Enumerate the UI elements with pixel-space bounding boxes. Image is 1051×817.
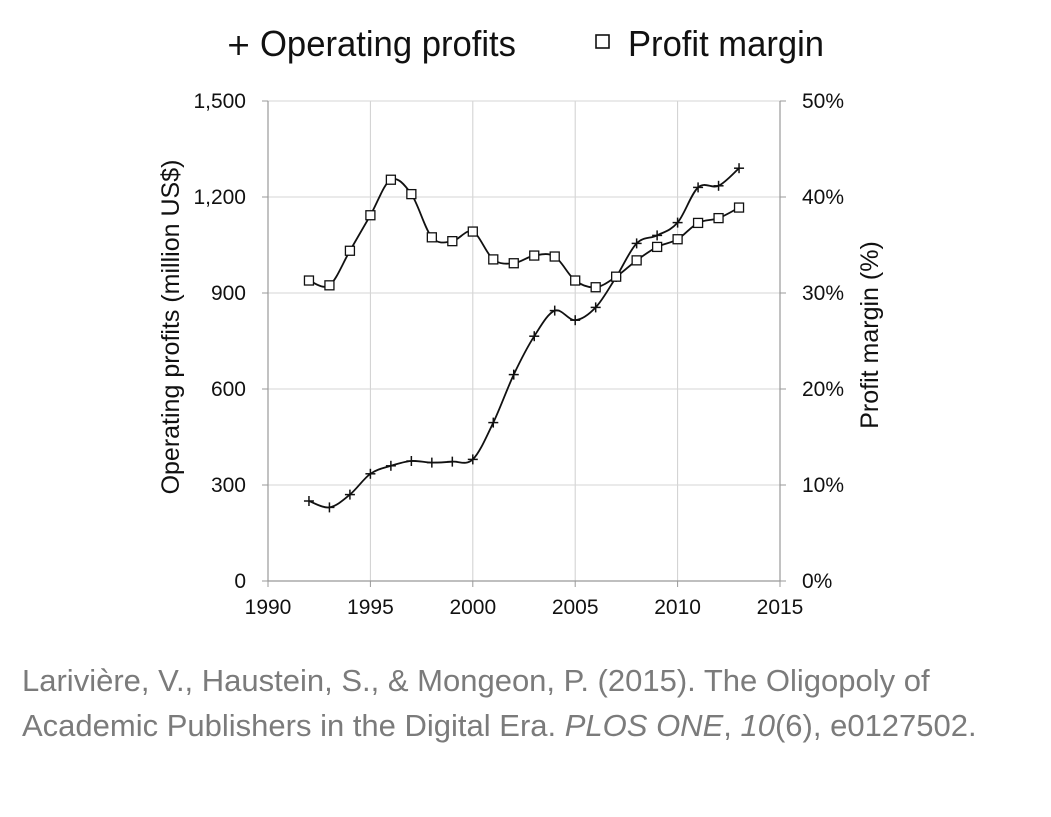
x-tick-label-1995: 1995: [347, 596, 394, 619]
left-tick-label-2: 600: [211, 378, 246, 401]
series-line-profit-margin: [308, 178, 740, 289]
operating-profits-point-1992: [303, 496, 314, 506]
operating-profits-point-2010: [672, 217, 683, 228]
left-axis-title: Operating profits (million US$): [157, 160, 185, 495]
left-tick-label-1: 300: [211, 474, 246, 497]
x-axis-ticks: 1990 1995 2000 2005 2010 2015: [245, 581, 804, 619]
operating-profits-point-2000: [467, 454, 478, 465]
profit-margin-point-1995: [365, 210, 376, 221]
profit-margin-point-2003: [529, 250, 540, 261]
right-axis-title: Profit margin (%): [856, 241, 884, 429]
profit-margin-point-1996: [385, 174, 397, 185]
left-y-axis-ticks: 0 300 600 900 1,200 1,500: [193, 90, 268, 593]
profit-margin-point-1994: [344, 245, 356, 256]
profit-margin-point-2012: [713, 212, 724, 224]
profit-margin-point-1998: [426, 232, 437, 243]
x-tick-label-2000: 2000: [449, 596, 496, 619]
x-tick-label-2005: 2005: [552, 596, 599, 619]
operating-profits-point-1999: [447, 456, 458, 467]
citation-journal: PLOS ONE: [564, 708, 724, 743]
right-tick-label-2: 20%: [802, 378, 844, 401]
profit-margin-point-2009: [651, 241, 663, 253]
citation-authors: Larivière, V., Haustein, S., & Mongeon, …: [22, 663, 930, 743]
legend: + Operating profits Profit margin: [226, 23, 824, 64]
legend-profit-margin: Profit margin: [628, 23, 824, 64]
left-tick-label-5: 1,500: [193, 90, 246, 113]
profit-margin-point-2001: [488, 254, 499, 265]
operating-profits-point-1995: [365, 468, 376, 479]
plot-frame: [267, 101, 781, 582]
operating-profits-point-2009: [652, 230, 663, 241]
series-line-operating-profits: [308, 167, 740, 509]
operating-profits-point-1996: [385, 460, 396, 471]
operating-profits-point-2011: [693, 182, 704, 193]
right-tick-label-5: 50%: [802, 90, 844, 113]
profit-margin-point-2000: [467, 226, 478, 237]
right-tick-label-0: 0%: [802, 570, 832, 593]
operating-profits-point-2002: [508, 369, 519, 380]
operating-profits-point-1994: [344, 489, 355, 500]
legend-operating-profits: Operating profits: [260, 23, 516, 64]
operating-profits-point-2008: [631, 238, 642, 249]
citation-volume: 10: [740, 708, 775, 743]
operating-profits-point-2013: [734, 163, 745, 174]
x-tick-label-1990: 1990: [245, 596, 292, 619]
profit-margin-point-1997: [406, 188, 417, 200]
profit-margin-point-2006: [590, 282, 601, 293]
citation: Larivière, V., Haustein, S., & Mongeon, …: [22, 658, 1032, 748]
x-tick-label-2015: 2015: [757, 596, 804, 619]
operating-profits-point-2004: [549, 305, 560, 316]
profit-margin-point-2011: [692, 217, 704, 229]
series-markers: [303, 163, 745, 513]
series-lines: [308, 167, 740, 509]
citation-separator: ,: [723, 708, 741, 743]
citation-issue: (6), e0127502.: [774, 708, 977, 743]
profit-margin-point-2002: [508, 258, 519, 269]
profit-margin-point-1999: [447, 236, 458, 247]
profit-margin-point-1993: [324, 280, 335, 291]
operating-profits-point-1993: [324, 502, 335, 513]
profit-margin-point-1992: [303, 275, 315, 286]
profit-margin-point-2010: [672, 234, 683, 245]
legend-plus-symbol: +: [226, 28, 251, 63]
profit-margin-point-2007: [611, 271, 622, 282]
right-tick-label-3: 30%: [802, 282, 844, 305]
profit-margin-point-2013: [733, 202, 745, 213]
profit-margin-point-2004: [549, 251, 560, 262]
left-tick-label-0: 0: [234, 570, 246, 593]
operating-profits-point-2005: [570, 315, 581, 326]
left-tick-label-4: 1,200: [193, 186, 246, 209]
operating-profits-point-1998: [426, 457, 437, 468]
right-tick-label-1: 10%: [802, 474, 844, 497]
x-tick-label-2010: 2010: [654, 596, 701, 619]
operating-profits-point-1997: [406, 456, 417, 466]
operating-profits-point-2006: [590, 302, 601, 313]
right-y-axis-ticks: 0% 10% 20% 30% 40% 50%: [780, 90, 844, 593]
gridlines: [268, 100, 780, 581]
operating-profits-point-2003: [529, 331, 540, 342]
profit-margin-point-2005: [570, 275, 581, 286]
right-tick-label-4: 40%: [802, 186, 844, 209]
operating-profits-point-2012: [713, 180, 724, 191]
operating-profits-point-2001: [488, 417, 499, 428]
dual-axis-line-chart: 1990 1995 2000 2005 2010 2015 0 300 600 900 1,200…: [157, 23, 884, 619]
legend-square-symbol: [595, 34, 610, 49]
left-tick-label-3: 900: [211, 282, 246, 305]
profit-margin-point-2008: [631, 255, 642, 266]
